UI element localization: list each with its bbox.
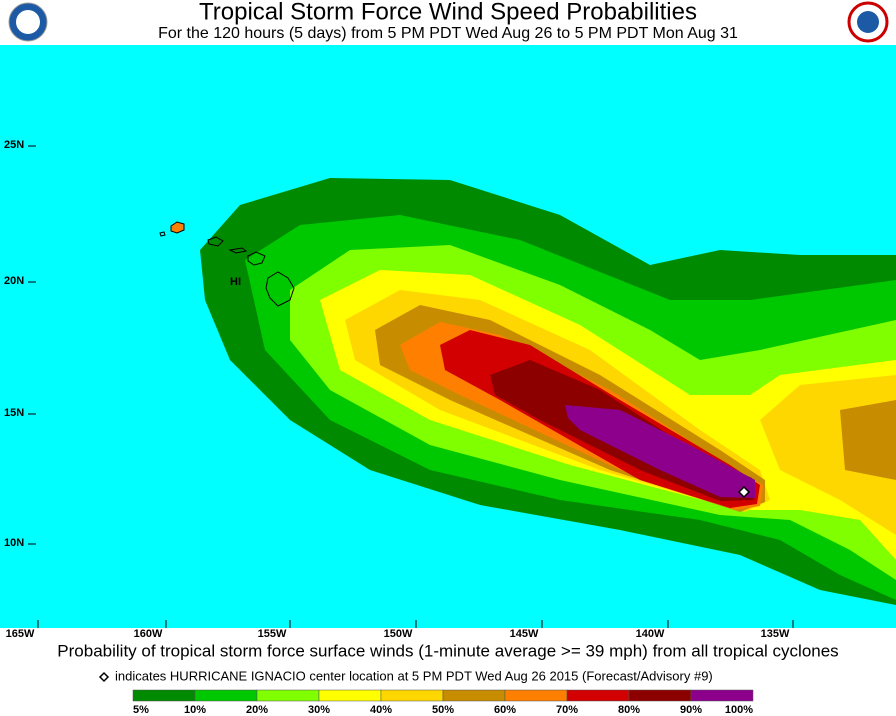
legend-label: 80% (618, 704, 640, 716)
footer-note: indicates HURRICANE IGNACIO center locat… (115, 668, 713, 683)
big-island (265, 271, 295, 307)
lat-label: 10N (4, 537, 24, 549)
storm-center (737, 485, 751, 499)
legend: 5% 10% 20% 30% 40% 50% 60% 70% 80% 90% 100% (132, 689, 754, 716)
legend-swatch (504, 689, 568, 702)
legend-swatch (194, 689, 258, 702)
legend-swatch (442, 689, 506, 702)
legend-label: 70% (556, 704, 578, 716)
molokai (228, 247, 248, 254)
place-label: HI (230, 276, 241, 288)
kauai (170, 221, 185, 234)
footer-description: Probability of tropical storm force surf… (57, 641, 838, 660)
legend-label: 30% (308, 704, 330, 716)
maui (247, 251, 266, 266)
niihau (159, 231, 166, 237)
legend-swatch (628, 689, 692, 702)
legend-label: 60% (494, 704, 516, 716)
lat-label: 20N (4, 275, 24, 287)
probability-contour (840, 400, 896, 480)
legend-swatch (318, 689, 382, 702)
diamond-icon (98, 671, 110, 683)
legend-label: 20% (246, 704, 268, 716)
axes: 25N 20N 15N 10N 165W 160W 155W 150W 145W 140W 135W (4, 139, 794, 640)
noaa-logo-inner (16, 10, 40, 34)
legend-label: 5% (133, 704, 149, 716)
legend-label: 100% (725, 704, 753, 716)
legend-label: 40% (370, 704, 392, 716)
legend-label: 90% (680, 704, 702, 716)
subtitle: For the 120 hours (5 days) from 5 PM PDT… (158, 25, 738, 42)
legend-label: 50% (432, 704, 454, 716)
contours (200, 178, 896, 605)
legend-swatch (132, 689, 196, 702)
legend-swatch (256, 689, 320, 702)
lat-label: 15N (4, 407, 24, 419)
legend-swatch (566, 689, 630, 702)
lon-label: 145W (510, 628, 539, 640)
lon-label: 140W (636, 628, 665, 640)
hawaii-islands (159, 221, 295, 307)
lat-label: 25N (4, 139, 24, 151)
lon-label: 165W (6, 628, 35, 640)
lon-label: 155W (258, 628, 287, 640)
legend-label: 10% (184, 704, 206, 716)
title: Tropical Storm Force Wind Speed Probabil… (199, 0, 697, 25)
legend-swatch (380, 689, 444, 702)
nws-logo-inner (857, 11, 879, 33)
legend-swatch (690, 689, 754, 702)
lon-label: 150W (384, 628, 413, 640)
probability-contour (565, 405, 755, 498)
lon-label: 135W (761, 628, 790, 640)
oahu (207, 236, 224, 247)
lon-label: 160W (134, 628, 163, 640)
